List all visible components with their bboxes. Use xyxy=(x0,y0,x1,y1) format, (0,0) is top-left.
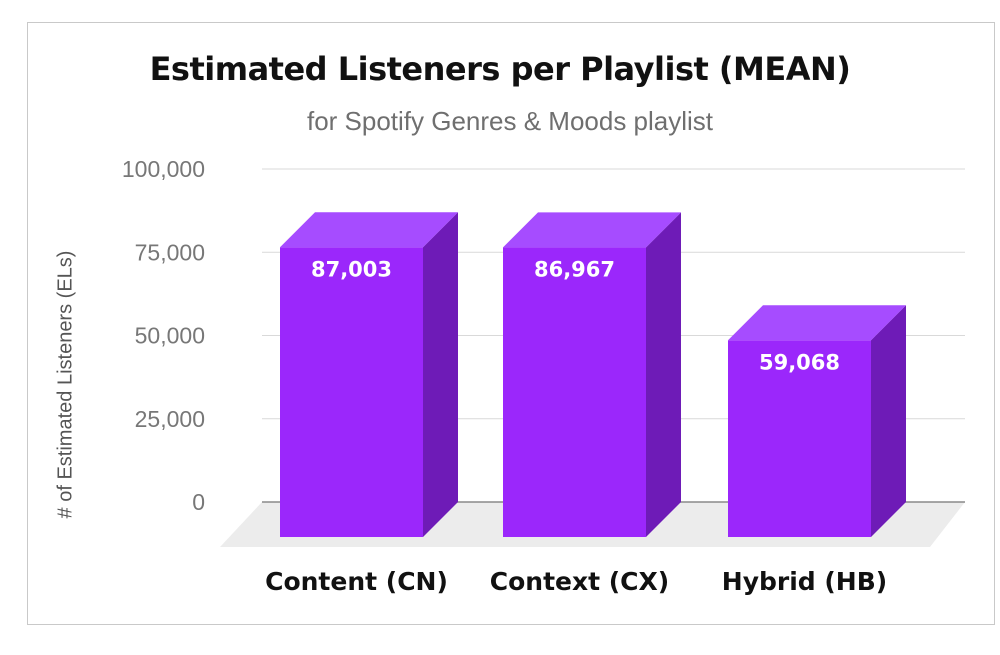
bar-front xyxy=(728,340,871,537)
bar-side xyxy=(423,212,458,537)
y-tick-label: 25,000 xyxy=(135,406,205,432)
bar-top xyxy=(728,305,906,341)
bar-top xyxy=(280,212,458,248)
bar-value-label: 86,967 xyxy=(534,257,615,281)
y-tick-label: 75,000 xyxy=(135,239,205,265)
bar-value-label: 87,003 xyxy=(311,257,392,281)
y-tick-label: 0 xyxy=(192,489,205,515)
x-category-label: Content (CN) xyxy=(265,567,448,596)
chart-subtitle: for Spotify Genres & Moods playlist xyxy=(306,106,714,136)
bar-front xyxy=(503,247,646,537)
bar-top xyxy=(503,212,681,248)
bar: 87,003 xyxy=(280,212,458,537)
bar-value-label: 59,068 xyxy=(759,350,840,374)
bar-side xyxy=(646,212,681,537)
chart-title: Estimated Listeners per Playlist (MEAN) xyxy=(149,50,851,88)
y-tick-label: 50,000 xyxy=(135,323,205,349)
y-tick-label: 100,000 xyxy=(122,156,205,182)
x-category-label: Context (CX) xyxy=(490,567,669,596)
bar: 59,068 xyxy=(728,305,906,537)
x-category-label: Hybrid (HB) xyxy=(722,567,887,596)
bar-front xyxy=(280,247,423,537)
bar-side xyxy=(871,305,906,537)
bar: 86,967 xyxy=(503,212,681,537)
